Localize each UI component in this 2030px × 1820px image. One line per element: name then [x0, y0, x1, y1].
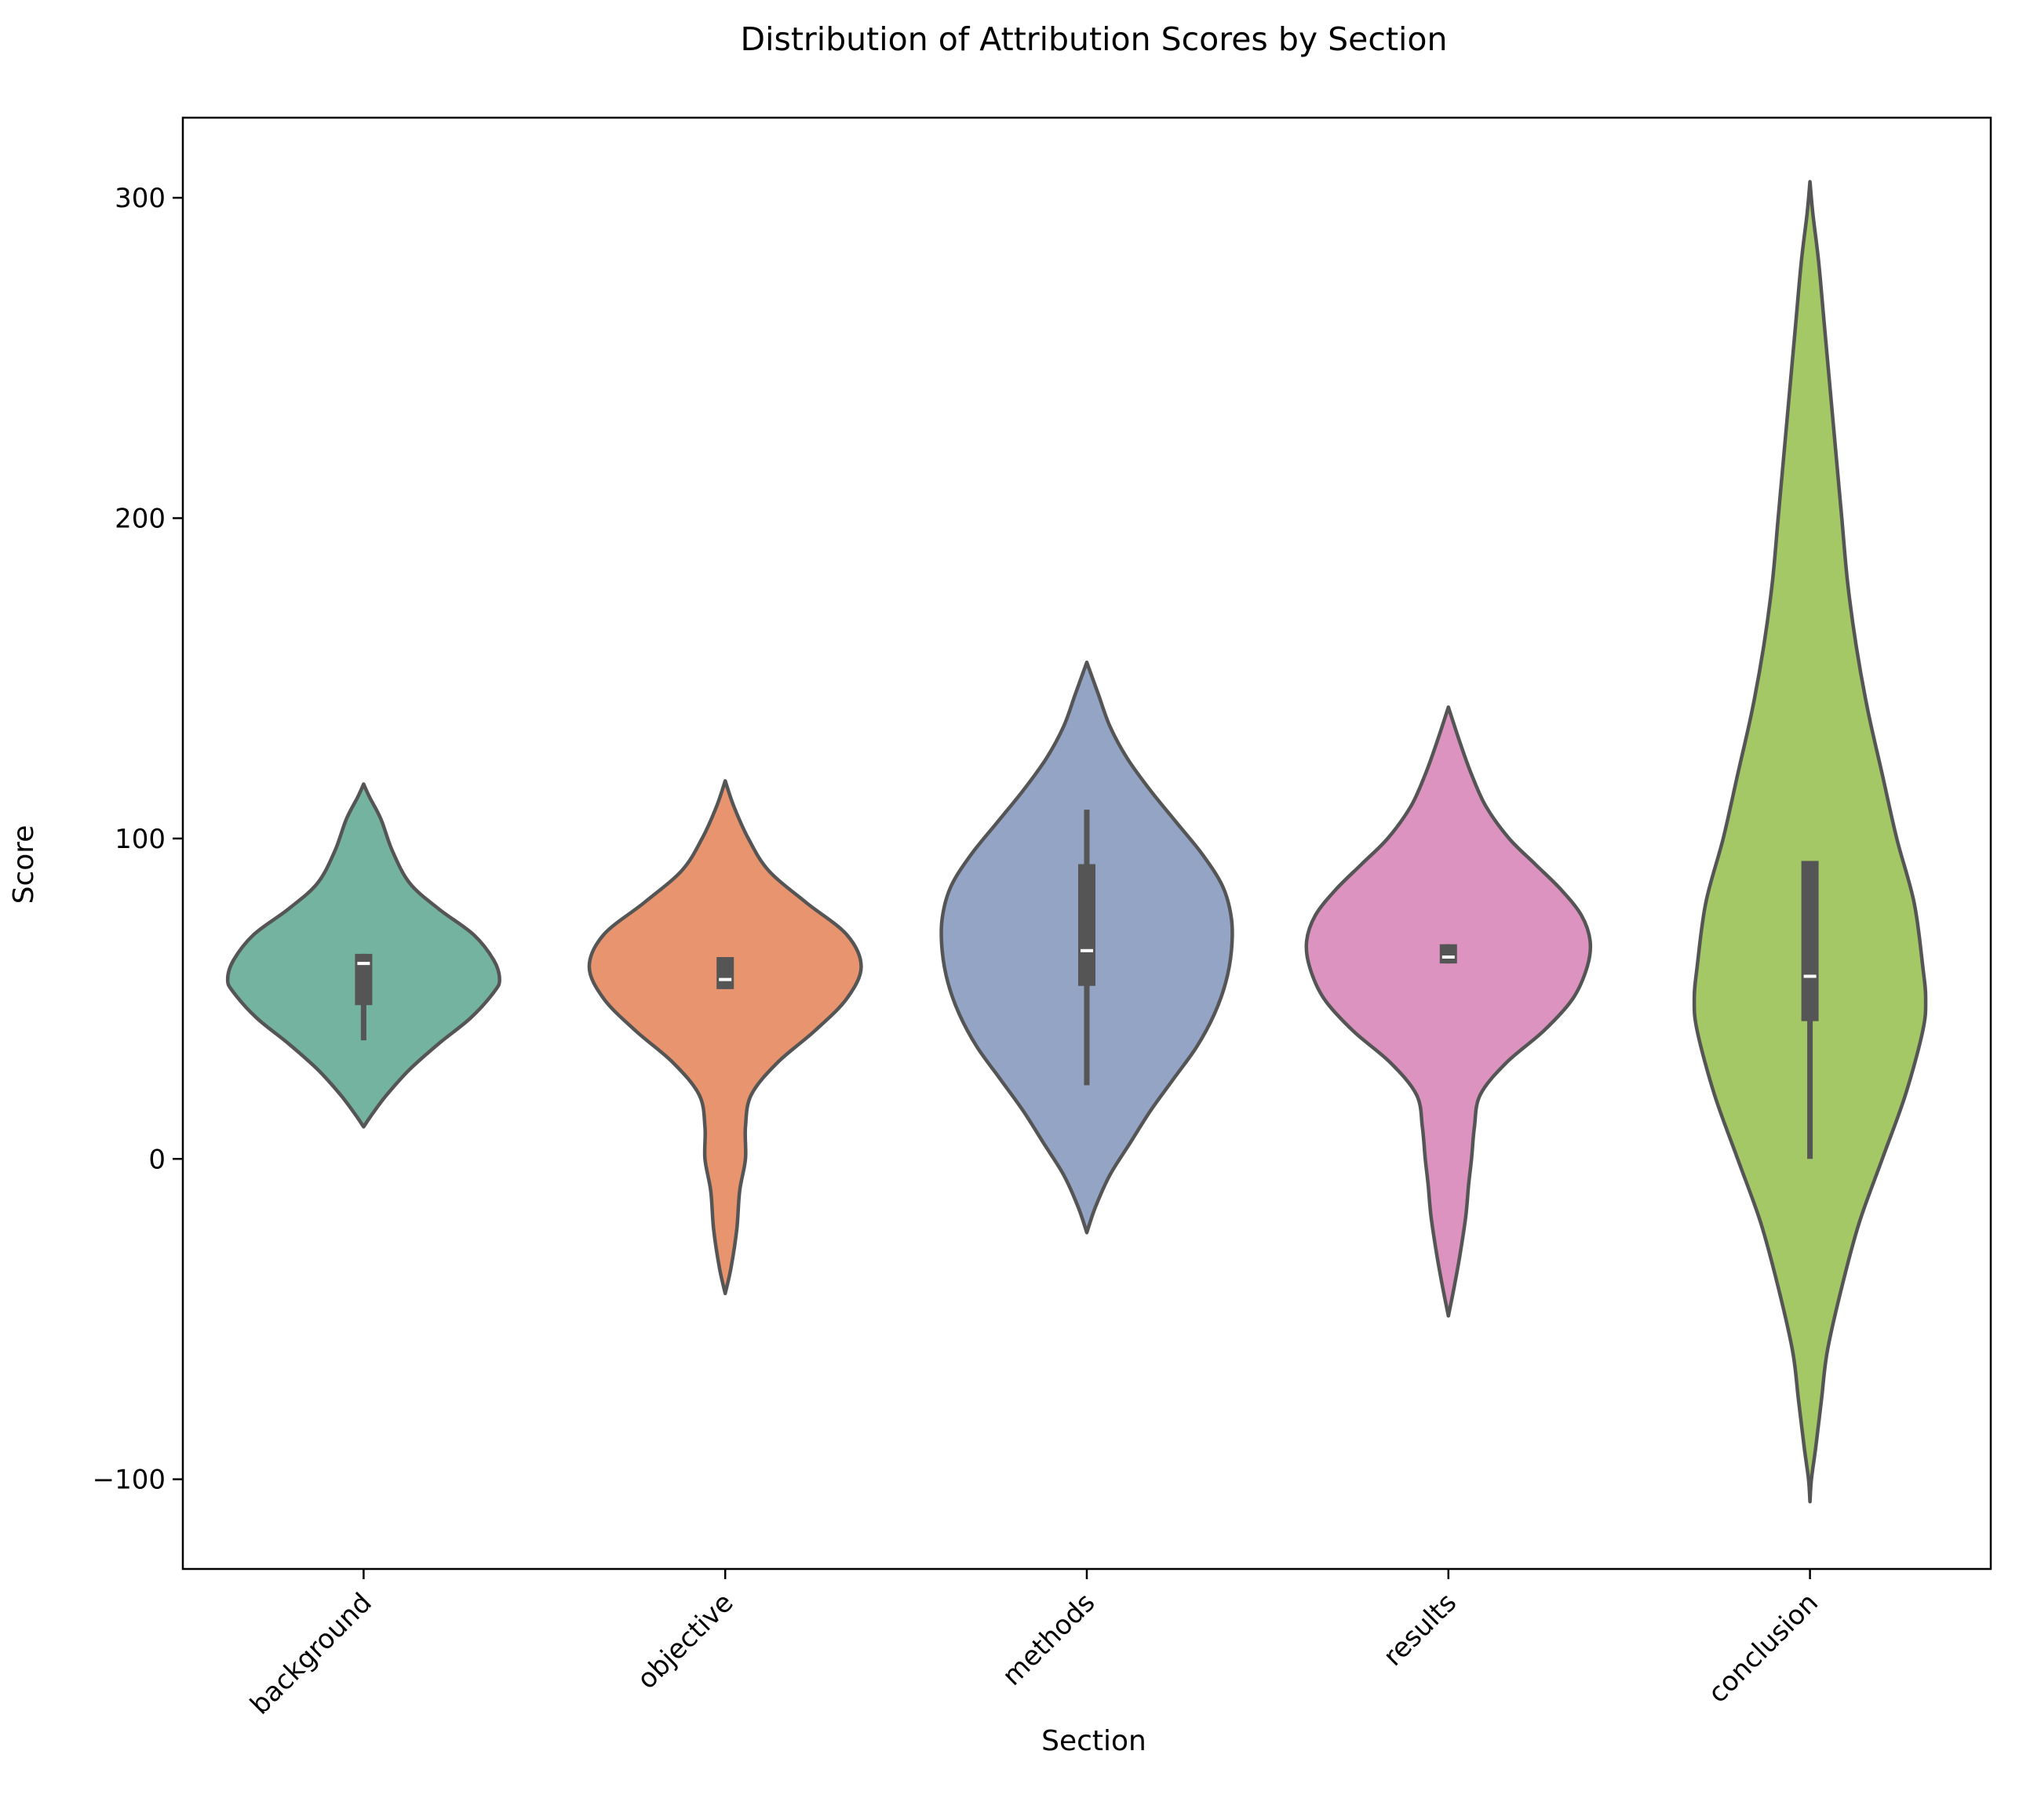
chart-title: Distribution of Attribution Scores by Se… [741, 20, 1448, 58]
y-tick-label: 300 [115, 183, 166, 214]
iqr-box-conclusion [1801, 861, 1819, 1021]
violin-objective [587, 779, 863, 1296]
x-tick-label-results: results [1377, 1587, 1463, 1673]
x-tick-label-background: background [244, 1587, 377, 1720]
y-tick-label: 200 [115, 503, 166, 534]
x-axis-label: Section [1041, 1725, 1146, 1757]
plot-area [225, 180, 1928, 1504]
x-tick-label-conclusion: conclusion [1702, 1587, 1824, 1709]
x-tick-label-objective: objective [631, 1587, 739, 1695]
iqr-box-objective [716, 956, 734, 989]
y-tick-label: 0 [148, 1144, 166, 1175]
violin-conclusion [1692, 180, 1928, 1504]
y-tick-label: −100 [93, 1465, 166, 1496]
iqr-box-results [1439, 944, 1457, 964]
violin-results [1304, 705, 1593, 1318]
y-tick-label: 100 [115, 824, 166, 855]
iqr-box-background [355, 953, 373, 1006]
iqr-box-methods [1078, 864, 1095, 986]
x-tick-label-methods: methods [997, 1587, 1102, 1692]
y-axis-label: Score [8, 825, 40, 905]
